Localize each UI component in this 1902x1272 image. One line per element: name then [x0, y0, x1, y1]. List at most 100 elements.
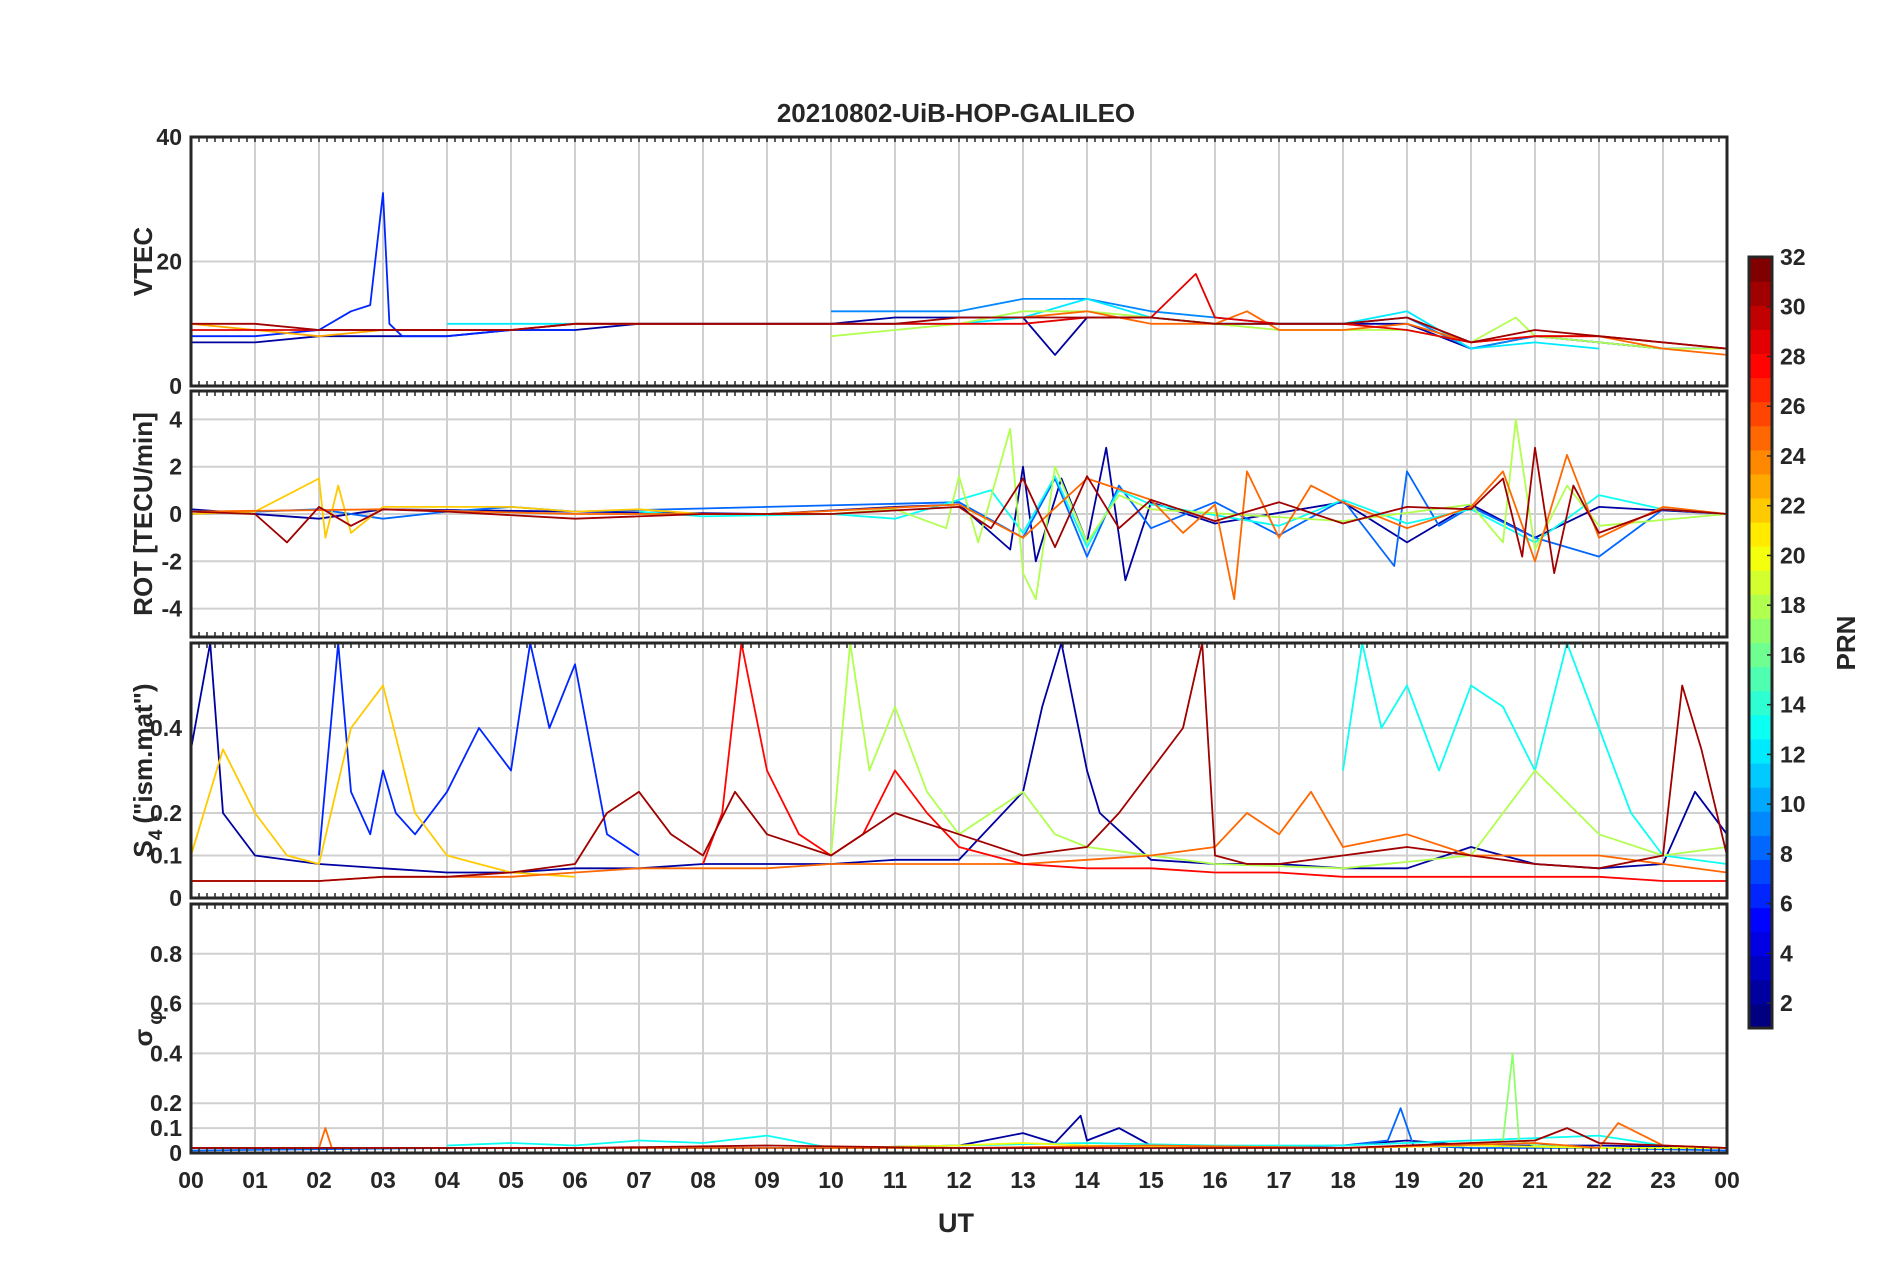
y-axis-label: S4("ism.mat")	[128, 683, 167, 857]
colorbar-label: PRN	[1831, 616, 1861, 671]
x-tick-label: 00	[1714, 1167, 1740, 1193]
colorbar-tick-label: 10	[1780, 791, 1806, 817]
x-tick-label: 05	[498, 1167, 524, 1193]
x-tick-label: 00	[178, 1167, 204, 1193]
x-tick-label: 11	[883, 1167, 908, 1193]
colorbar-band	[1749, 666, 1772, 692]
series-prn-13	[638, 475, 1727, 548]
colorbar-frame	[1747, 255, 1774, 1030]
colorbar-band	[1749, 425, 1772, 451]
y-tick-label: -4	[162, 596, 183, 622]
series-prn-18	[830, 643, 1727, 870]
colorbar-band	[1749, 979, 1772, 1005]
y-tick-label: 0	[169, 501, 182, 527]
x-tick-label: 16	[1202, 1167, 1228, 1193]
colorbar-band	[1749, 281, 1772, 306]
x-tick-label: 09	[754, 1167, 780, 1193]
y-tick-label: 0.8	[150, 941, 182, 967]
y-tick-label: 0.1	[150, 843, 182, 869]
y-tick-label: 0	[169, 885, 182, 911]
y-tick-label: 0	[169, 1140, 182, 1166]
series-prn-8	[191, 470, 1727, 567]
panel-rot: -4 -2 0 2 4 ROT [TECU/min]	[128, 389, 1729, 639]
x-tick-label: 07	[626, 1167, 652, 1193]
colorbar-band	[1749, 859, 1772, 884]
y-tick-label: 20	[156, 249, 182, 275]
y-tick-label: 0.4	[150, 715, 182, 741]
colorbar-tick-label: 18	[1780, 592, 1806, 618]
colorbar-tick-label: 22	[1780, 493, 1806, 519]
colorbar-band	[1749, 883, 1772, 909]
colorbar-band	[1749, 714, 1772, 740]
series-prn-22	[191, 684, 576, 878]
x-tick-label: 01	[242, 1167, 268, 1193]
y-tick-label: 2	[169, 454, 182, 480]
x-tick-label: 19	[1394, 1167, 1420, 1193]
colorbar-tick-label: 2	[1780, 990, 1793, 1016]
colorbar-tick-label: 14	[1780, 692, 1806, 718]
colorbar-band	[1749, 497, 1772, 523]
y-tick-label: -2	[162, 548, 182, 574]
panel-frame	[189, 135, 1729, 388]
series-prn-31	[191, 446, 1727, 574]
x-tick-label: 23	[1650, 1167, 1676, 1193]
colorbar-band	[1749, 594, 1772, 619]
series-prn-28	[702, 643, 1727, 882]
x-tick-label: 22	[1586, 1167, 1612, 1193]
panel-frame	[189, 389, 1729, 639]
x-tick-label: 03	[370, 1167, 396, 1193]
colorbar-band	[1749, 401, 1772, 427]
colorbar-band	[1749, 763, 1772, 788]
colorbar-band	[1749, 642, 1772, 668]
colorbar-band	[1749, 473, 1772, 499]
colorbar-band	[1749, 787, 1772, 812]
colorbar-band	[1749, 811, 1772, 836]
x-tick-label: 13	[1010, 1167, 1036, 1193]
y-tick-label: 0.2	[150, 1090, 182, 1116]
colorbar-band	[1749, 955, 1772, 981]
series-prn-6	[191, 192, 575, 338]
colorbar-tick-label: 32	[1780, 244, 1806, 270]
panel-frame	[189, 902, 1729, 1155]
colorbar-tick-label: 30	[1780, 294, 1806, 320]
colorbar-band	[1749, 353, 1772, 379]
series-prn-6	[318, 643, 640, 857]
y-tick-label: 0.6	[150, 991, 182, 1017]
colorbar-tick-label: 6	[1780, 891, 1793, 917]
colorbar-band	[1749, 738, 1772, 764]
colorbar-tick-label: 4	[1780, 940, 1793, 966]
x-tick-label: 12	[946, 1167, 972, 1193]
colorbar-band	[1749, 257, 1772, 282]
colorbar-band	[1749, 329, 1772, 354]
colorbar-band	[1749, 835, 1772, 860]
colorbar-band	[1749, 305, 1772, 330]
x-tick-label: 18	[1330, 1167, 1356, 1193]
colorbar-band	[1749, 546, 1772, 571]
x-tick-label: 21	[1522, 1167, 1548, 1193]
series-prn-18	[830, 418, 1727, 601]
series-prn-31	[191, 316, 1727, 350]
y-tick-label: 0	[169, 373, 182, 399]
panel-frame	[189, 641, 1729, 900]
colorbar-tick-label: 20	[1780, 542, 1806, 568]
colorbar-band	[1749, 931, 1772, 957]
x-tick-label: 20	[1458, 1167, 1484, 1193]
colorbar-tick-label: 24	[1780, 443, 1806, 469]
colorbar-band	[1749, 522, 1772, 547]
x-tick-label: 02	[306, 1167, 332, 1193]
x-tick-label: 14	[1074, 1167, 1100, 1193]
colorbar-tick-label: 12	[1780, 741, 1806, 767]
x-axis: 00 01 02 03 04 05 06 07 08 09 10 11 12 13 14 15 16 17 18 19…	[178, 1167, 1740, 1193]
traces-vtec	[191, 192, 1727, 356]
chart-title: 20210802-UiB-HOP-GALILEO	[777, 98, 1135, 128]
colorbar-band	[1749, 570, 1772, 595]
x-tick-label: 15	[1138, 1167, 1164, 1193]
colorbar-tick-label: 16	[1780, 642, 1806, 668]
y-axis-label: ROT [TECU/min]	[128, 412, 158, 616]
colorbar-tick-label: 26	[1780, 393, 1806, 419]
panel-vtec: 0 20 40 VTEC	[128, 124, 1729, 399]
x-tick-label: 06	[562, 1167, 588, 1193]
